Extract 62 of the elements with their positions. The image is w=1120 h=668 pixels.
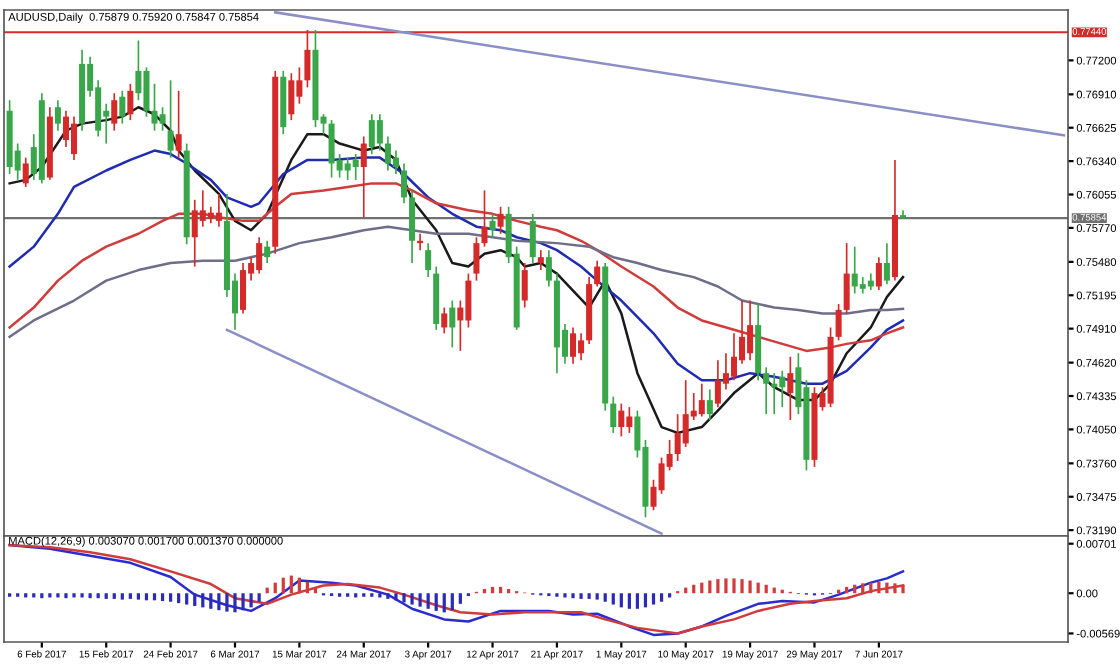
- candlestick: [465, 272, 472, 329]
- candlestick: [159, 106, 166, 132]
- candlestick: [497, 205, 504, 235]
- candlestick: [473, 236, 480, 282]
- candlestick: [521, 262, 528, 309]
- candlestick: [570, 326, 577, 365]
- candlestick: [191, 198, 198, 268]
- candlestick: [127, 82, 134, 121]
- candlestick: [425, 242, 432, 278]
- candlestick: [610, 395, 617, 434]
- candlestick: [22, 156, 29, 188]
- candlestick: [328, 119, 335, 179]
- candlestick: [441, 306, 448, 335]
- candlestick: [264, 239, 271, 264]
- candlestick: [62, 109, 69, 148]
- candlestick: [143, 66, 150, 118]
- candlestick: [489, 213, 496, 239]
- candlestick: [763, 366, 770, 415]
- candlestick: [706, 388, 713, 421]
- candlestick: [167, 79, 174, 159]
- candlestick: [344, 156, 351, 181]
- candlestick: [714, 359, 721, 408]
- candlestick: [71, 115, 78, 161]
- candlestick: [360, 135, 367, 219]
- candlestick: [529, 213, 536, 264]
- candlestick: [54, 99, 61, 132]
- candlestick: [682, 379, 689, 448]
- candlestick: [288, 72, 295, 121]
- candlestick: [376, 113, 383, 152]
- candlestick: [537, 249, 544, 271]
- candlestick: [730, 332, 738, 382]
- candlestick: [384, 135, 391, 172]
- candlestick: [392, 149, 399, 175]
- candlestick: [256, 236, 263, 275]
- candlestick: [875, 256, 882, 291]
- candlestick: [779, 369, 786, 408]
- candlestick: [787, 355, 794, 421]
- candlestick: [835, 303, 842, 342]
- candlestick: [594, 259, 601, 288]
- candlestick: [481, 189, 488, 248]
- candlestick: [119, 89, 126, 125]
- candlestick: [545, 249, 552, 288]
- candlestick: [626, 406, 633, 434]
- candlestick: [883, 242, 890, 285]
- candlestick: [747, 299, 754, 362]
- candlestick: [698, 382, 705, 418]
- candlestick: [151, 82, 158, 132]
- candlestick: [449, 299, 456, 349]
- candlestick: [674, 413, 681, 462]
- candlestick: [618, 402, 625, 438]
- candlestick: [400, 162, 408, 205]
- candlestick: [843, 242, 850, 315]
- candlestick: [368, 113, 375, 155]
- candlestick: [578, 332, 585, 362]
- candlestick: [851, 245, 858, 295]
- line-series: [8, 182, 905, 353]
- candlestick: [240, 262, 247, 315]
- candlestick: [215, 193, 222, 228]
- candlestick: [352, 153, 359, 181]
- candlestick: [409, 189, 416, 264]
- candlestick: [111, 92, 118, 132]
- candlestick: [175, 89, 182, 159]
